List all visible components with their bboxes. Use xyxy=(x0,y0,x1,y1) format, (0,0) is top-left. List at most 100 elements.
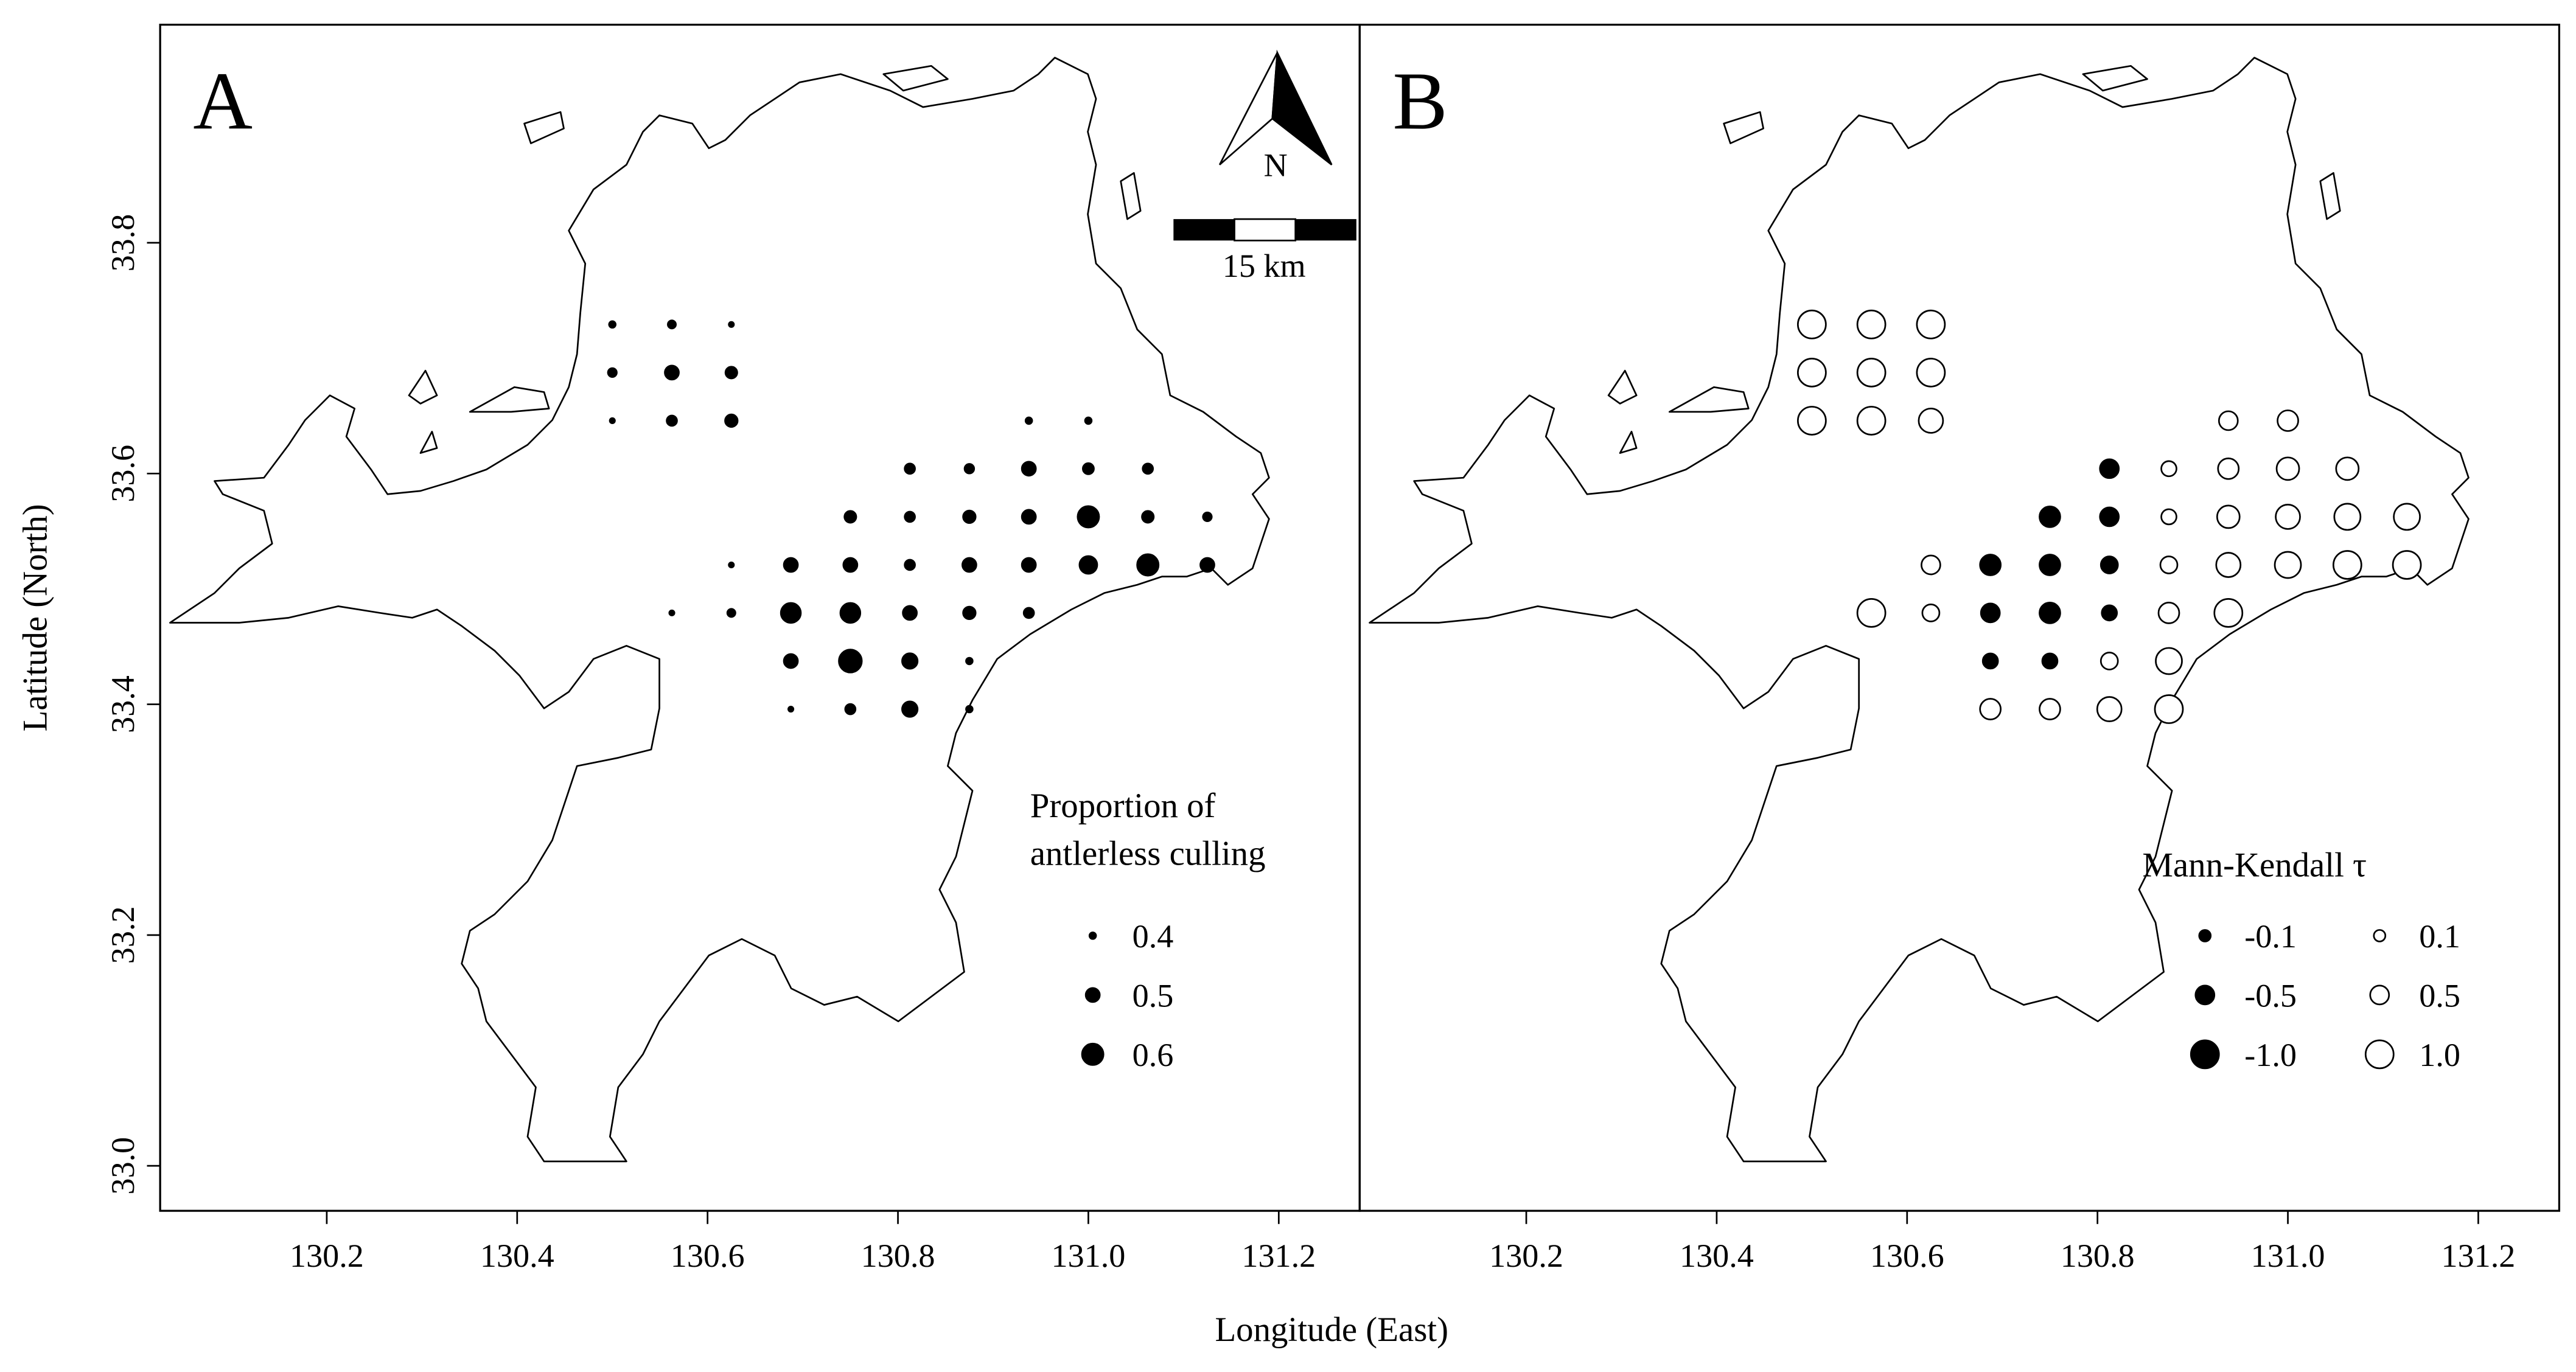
point xyxy=(962,509,977,524)
point xyxy=(904,462,916,475)
point xyxy=(2213,598,2244,628)
point xyxy=(1980,602,2001,624)
point xyxy=(2335,456,2360,481)
point xyxy=(2215,552,2242,578)
legend-symbol xyxy=(2194,984,2216,1006)
north-label: N xyxy=(1264,147,1288,184)
point xyxy=(783,653,799,669)
x-tick-label: 130.8 xyxy=(861,1238,935,1274)
legend-label: -0.5 xyxy=(2244,977,2297,1014)
point xyxy=(728,321,735,328)
plot-frame xyxy=(1358,23,2561,1212)
point xyxy=(1021,461,1037,477)
point xyxy=(2157,602,2180,624)
x-axis-label: Longitude (East) xyxy=(1215,1311,1448,1349)
point xyxy=(904,510,916,523)
point xyxy=(2159,555,2179,574)
x-tick-label: 130.2 xyxy=(1489,1238,1563,1274)
point xyxy=(2218,410,2239,431)
legend-title: antlerless culling xyxy=(1030,834,1266,872)
point xyxy=(1078,555,1098,575)
point xyxy=(1916,309,1946,340)
point xyxy=(609,417,616,424)
y-axis-label: Latitude (North) xyxy=(16,504,54,731)
legend-symbol xyxy=(1081,1042,1105,1066)
point xyxy=(1202,511,1213,523)
legend-symbol xyxy=(2373,929,2387,942)
x-tick-label: 130.8 xyxy=(2061,1238,2135,1274)
point xyxy=(2217,457,2240,480)
point xyxy=(1856,406,1887,436)
point xyxy=(2155,647,2183,675)
point xyxy=(1077,505,1100,529)
legend-title: Proportion of xyxy=(1030,787,1216,825)
point xyxy=(724,366,738,380)
point xyxy=(1856,309,1887,340)
point xyxy=(1021,509,1037,525)
compass xyxy=(1218,49,1333,165)
x-tick-label: 130.6 xyxy=(1870,1238,1944,1274)
point xyxy=(668,609,675,616)
scale-bar xyxy=(1173,218,1356,242)
x-tick-label: 131.0 xyxy=(2251,1238,2325,1274)
legend-label: 0.6 xyxy=(1133,1037,1174,1073)
legend-label: -1.0 xyxy=(2244,1037,2297,1073)
point xyxy=(904,559,916,571)
point xyxy=(1796,309,1827,340)
point xyxy=(844,703,857,716)
point xyxy=(1916,357,1946,388)
point xyxy=(1084,416,1093,425)
x-tick-label: 130.4 xyxy=(1680,1238,1754,1274)
point xyxy=(2332,550,2362,580)
point xyxy=(2160,460,2177,478)
point xyxy=(1921,554,1941,576)
point xyxy=(1981,652,1999,670)
y-tick-label: 33.8 xyxy=(105,214,141,272)
point xyxy=(839,602,862,624)
point xyxy=(2041,652,2059,670)
point xyxy=(2277,409,2299,432)
point xyxy=(2160,508,2177,526)
point xyxy=(2099,458,2120,479)
x-tick-label: 130.4 xyxy=(480,1238,554,1274)
point xyxy=(838,649,863,674)
legend-label: 0.5 xyxy=(1133,977,1174,1014)
point xyxy=(1024,416,1033,425)
point xyxy=(1856,598,1887,628)
point xyxy=(1022,607,1035,619)
legend-title: Mann-Kendall τ xyxy=(2142,846,2367,884)
point xyxy=(2100,652,2119,670)
point xyxy=(724,413,739,428)
point xyxy=(2154,694,2184,724)
point xyxy=(1856,357,1887,388)
legend-label: -0.1 xyxy=(2244,918,2297,955)
point xyxy=(2096,696,2123,722)
point xyxy=(608,320,617,329)
point xyxy=(1141,510,1155,524)
x-tick-label: 130.6 xyxy=(671,1238,745,1274)
legend-label: 0.1 xyxy=(2419,918,2460,955)
scale-label: 15 km xyxy=(1223,248,1306,284)
legend-label: 0.4 xyxy=(1133,918,1174,955)
point xyxy=(2039,554,2061,576)
point xyxy=(2101,604,2118,622)
point xyxy=(2216,504,2241,529)
point xyxy=(2333,503,2362,531)
legend-symbol xyxy=(2190,1039,2220,1070)
point xyxy=(664,364,680,381)
point xyxy=(2274,551,2302,579)
point xyxy=(901,700,919,718)
point xyxy=(1918,408,1944,434)
y-tick-label: 33.6 xyxy=(105,445,141,503)
legend-label: 0.5 xyxy=(2419,977,2460,1014)
point xyxy=(667,319,677,330)
panel-label: B xyxy=(1392,55,1447,147)
point xyxy=(2099,506,2120,528)
point xyxy=(2275,504,2301,530)
point xyxy=(728,561,735,569)
y-tick-label: 33.4 xyxy=(105,675,141,733)
point xyxy=(1082,462,1095,475)
y-tick-label: 33.2 xyxy=(105,906,141,964)
point xyxy=(962,557,977,573)
